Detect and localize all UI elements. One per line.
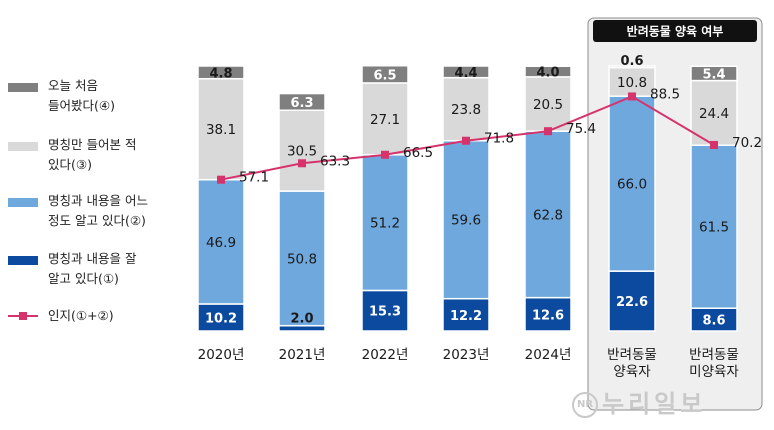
awareness-line-layer xyxy=(217,92,718,184)
value-label-know-well-4: 12.6 xyxy=(532,308,564,323)
value-label-know-somewhat-4: 62.8 xyxy=(533,207,563,223)
legend-swatch-know-well xyxy=(8,256,38,265)
category-label-4: 2024년 xyxy=(525,347,572,363)
watermark-logo-icon: NR xyxy=(572,392,598,418)
bar-name-only-3 xyxy=(442,76,490,142)
category-label-1: 2021년 xyxy=(279,347,326,363)
value-label-first-heard-0: 4.8 xyxy=(209,66,232,81)
value-label-name-only-4: 20.5 xyxy=(533,97,563,113)
bar-know-somewhat-2 xyxy=(361,154,409,292)
value-label-know-well-0: 10.2 xyxy=(205,311,237,326)
value-label-name-only-3: 23.8 xyxy=(451,102,481,118)
value-label-know-somewhat-5: 66.0 xyxy=(617,177,647,193)
awareness-point-6 xyxy=(710,140,718,149)
bar-name-only-6 xyxy=(690,79,738,146)
value-label-know-well-5: 22.6 xyxy=(616,295,648,310)
legend-label-know-somewhat: 명칭과 내용을 어느 정도 알고 있다(②) xyxy=(48,193,148,228)
legend-label-awareness: 인지(①+②) xyxy=(48,308,114,323)
value-label-know-well-6: 8.6 xyxy=(702,314,725,329)
bar-name-only-2 xyxy=(361,82,409,156)
bar-know-somewhat-1 xyxy=(278,190,326,327)
value-label-know-well-2: 15.3 xyxy=(369,305,401,320)
awareness-point-1 xyxy=(298,159,306,168)
value-label-know-well-1: 2.0 xyxy=(290,312,313,327)
labels-layer: 10.2 46.9 38.1 4.8 2020년 2.0 50.8 30.5 6.3 2021년 1… xyxy=(198,54,762,380)
bar-first-heard-3 xyxy=(442,65,490,79)
awareness-point-0 xyxy=(217,175,225,184)
legend-swatch-awareness xyxy=(8,312,38,320)
value-label-first-heard-6: 5.4 xyxy=(702,67,725,82)
category-label-5-line-1: 양육자 xyxy=(613,364,651,380)
watermark-text: 누리일보 xyxy=(602,390,707,418)
bar-first-heard-0 xyxy=(197,65,245,80)
awareness-value-5: 88.5 xyxy=(650,86,680,102)
category-label-3: 2023년 xyxy=(443,347,490,363)
awareness-point-2 xyxy=(381,150,389,159)
legend-label-name-only: 명칭만 들어본 적 있다(③) xyxy=(48,137,137,172)
awareness-value-2: 66.5 xyxy=(403,145,433,161)
pet-ownership-group-header-text: 반려동물 양육 여부 xyxy=(627,24,724,39)
awareness-value-3: 71.8 xyxy=(484,131,514,147)
bar-first-heard-6 xyxy=(690,65,738,82)
bar-name-only-0 xyxy=(197,77,245,181)
value-label-name-only-1: 30.5 xyxy=(287,144,317,160)
awareness-point-5 xyxy=(628,92,636,101)
value-label-name-only-2: 27.1 xyxy=(370,112,400,128)
legend: 오늘 처음 들어봤다(④) 명칭만 들어본 적 있다(③) 명칭과 내용을 어느… xyxy=(6,0,186,340)
awareness-value-0: 57.1 xyxy=(239,170,269,186)
bar-first-heard-1 xyxy=(278,92,326,112)
category-label-5-line-0: 반려동물 xyxy=(607,347,657,363)
value-label-first-heard-3: 4.4 xyxy=(454,66,477,81)
value-label-know-somewhat-6: 61.5 xyxy=(699,220,729,236)
bar-know-well-0 xyxy=(197,303,245,332)
bar-know-well-2 xyxy=(361,289,409,332)
bar-first-heard-2 xyxy=(361,64,409,84)
value-label-know-somewhat-0: 46.9 xyxy=(206,235,236,251)
bar-know-well-3 xyxy=(442,297,490,332)
bar-know-somewhat-3 xyxy=(442,139,490,300)
value-label-first-heard-4: 4.0 xyxy=(536,66,559,81)
category-label-6-line-1: 미양육자 xyxy=(689,364,739,380)
awareness-point-3 xyxy=(462,136,470,145)
bar-know-well-5 xyxy=(608,270,656,332)
value-label-first-heard-5: 0.6 xyxy=(620,54,643,69)
value-label-name-only-5: 10.8 xyxy=(617,75,647,91)
legend-swatch-know-somewhat xyxy=(8,198,38,207)
value-label-name-only-6: 24.4 xyxy=(699,106,729,122)
legend-label-know-well: 명칭과 내용을 잘 알고 있다(①) xyxy=(48,251,137,286)
legend-swatch-awareness-marker xyxy=(19,312,27,320)
bar-name-only-1 xyxy=(278,109,326,192)
value-label-first-heard-2: 6.5 xyxy=(373,68,396,83)
awareness-value-6: 70.2 xyxy=(732,135,762,151)
awareness-value-1: 63.3 xyxy=(320,153,350,169)
pet-ownership-group-header xyxy=(593,20,757,42)
value-label-know-somewhat-2: 51.2 xyxy=(370,216,400,232)
watermark: NR 누리일보 xyxy=(572,384,706,419)
awareness-value-4: 75.4 xyxy=(566,121,596,137)
legend-swatch-name-only xyxy=(8,142,38,151)
value-label-name-only-0: 38.1 xyxy=(206,122,236,138)
value-label-know-well-3: 12.2 xyxy=(450,309,482,324)
legend-label-first-heard: 오늘 처음 들어봤다(④) xyxy=(48,78,115,113)
value-label-know-somewhat-1: 50.8 xyxy=(287,251,317,267)
bar-first-heard-5 xyxy=(608,65,656,69)
awareness-point-4 xyxy=(544,127,552,136)
legend-swatch-first-heard xyxy=(8,83,38,92)
value-label-first-heard-1: 6.3 xyxy=(290,96,313,111)
value-label-know-somewhat-3: 59.6 xyxy=(451,213,481,229)
bar-first-heard-4 xyxy=(524,65,572,78)
category-label-6-line-0: 반려동물 xyxy=(689,347,739,363)
category-label-2: 2022년 xyxy=(362,347,409,363)
category-label-0: 2020년 xyxy=(198,347,245,363)
bar-know-well-4 xyxy=(524,296,572,332)
